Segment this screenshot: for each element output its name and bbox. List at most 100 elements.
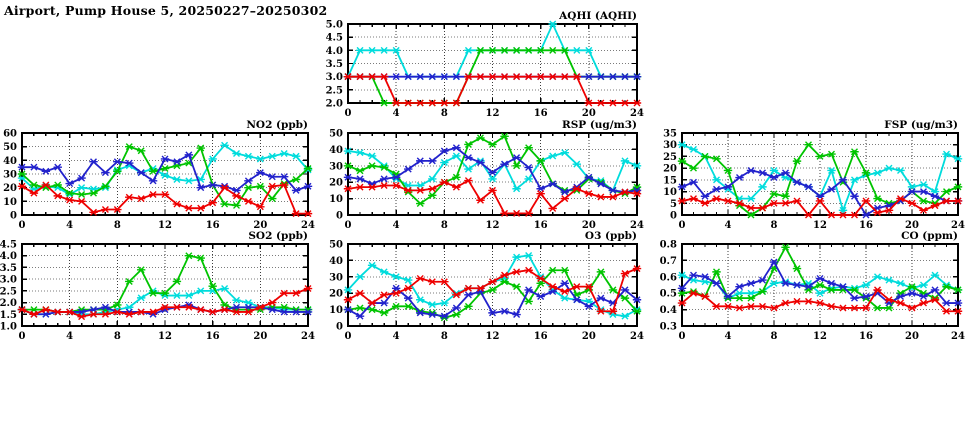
series-red-markers bbox=[17, 181, 313, 218]
x-tick-label: 8 bbox=[114, 220, 121, 231]
y-tick-label: 10 bbox=[329, 305, 343, 316]
x-tick-label: 0 bbox=[345, 220, 352, 231]
y-tick-label: 50 bbox=[329, 240, 343, 251]
y-tick-label: 0.7 bbox=[660, 256, 677, 267]
x-tick-label: 8 bbox=[441, 108, 448, 119]
y-tick-label: 2.5 bbox=[0, 286, 17, 297]
x-tick-label: 24 bbox=[951, 220, 965, 231]
series-red-markers bbox=[343, 265, 642, 315]
x-tick-label: 4 bbox=[393, 108, 400, 119]
panel-aqhi: 2.0 2.5 3.0 3.5 4.0 4.5 5.0 0 4 8 12 16 20 24 AQHI (AQ… bbox=[326, 10, 644, 119]
y-tick-label: 1.5 bbox=[0, 310, 17, 321]
x-tick-label: 16 bbox=[859, 220, 873, 231]
plot-border bbox=[347, 132, 638, 216]
x-tick-label: 20 bbox=[905, 331, 919, 342]
y-tick-label: 5 bbox=[670, 199, 677, 210]
y-tick-label: 2.5 bbox=[326, 85, 343, 96]
x-tick-label: 0 bbox=[19, 220, 26, 231]
plot-border bbox=[681, 132, 959, 216]
y-tick-label: 3.0 bbox=[0, 275, 17, 286]
series-red-markers bbox=[343, 177, 642, 217]
x-tick-label: 16 bbox=[206, 331, 220, 342]
x-tick-label: 20 bbox=[582, 331, 596, 342]
series-green-line bbox=[22, 254, 308, 313]
y-tick-label: 10 bbox=[329, 194, 343, 205]
y-tick-label: 3.5 bbox=[326, 59, 343, 70]
y-tick-label: 3.0 bbox=[326, 72, 343, 83]
panel-title-fsp: FSP (ug/m3) bbox=[884, 119, 958, 131]
x-tick-label: 12 bbox=[486, 108, 500, 119]
y-tick-label: 4.0 bbox=[0, 251, 17, 262]
y-tick-label: 50 bbox=[329, 129, 343, 140]
y-tick-label: 10 bbox=[3, 197, 17, 208]
y-tick-label: 20 bbox=[329, 289, 343, 300]
x-tick-label: 24 bbox=[301, 331, 315, 342]
y-tick-label: 2.0 bbox=[326, 99, 343, 110]
panel-so2: 1.01.52.02.53.03.54.04.5 0 4 8 12 16 20 24 SO2 (… bbox=[0, 230, 315, 342]
x-tick-label: 24 bbox=[301, 220, 315, 231]
x-tick-label: 12 bbox=[158, 220, 172, 231]
x-tick-label: 20 bbox=[253, 331, 267, 342]
x-tick-label: 8 bbox=[771, 220, 778, 231]
panel-title-no2: NO2 (ppb) bbox=[246, 119, 308, 131]
x-tick-label: 0 bbox=[679, 331, 686, 342]
x-tick-label: 4 bbox=[66, 331, 73, 342]
series-red-markers bbox=[677, 286, 963, 315]
x-tick-label: 4 bbox=[393, 331, 400, 342]
y-tick-label: 40 bbox=[329, 256, 343, 267]
plot-border bbox=[681, 243, 959, 327]
page-title: Airport, Pump House 5, 20250227–20250302 bbox=[4, 3, 328, 18]
panel-title-rsp: RSP (ug/m3) bbox=[562, 119, 637, 131]
panel-co: 0.3 0.4 0.5 0.6 0.7 0.8 0 4 8 12 16 20 24 CO (ppm) bbox=[660, 230, 965, 342]
x-tick-label: 4 bbox=[725, 331, 732, 342]
y-tick-label: 3.5 bbox=[0, 263, 17, 274]
y-tick-label: 0.4 bbox=[660, 305, 677, 316]
y-tick-label: 30 bbox=[3, 170, 17, 181]
x-tick-label: 8 bbox=[771, 331, 778, 342]
y-tick-label: 0.5 bbox=[660, 289, 677, 300]
x-tick-label: 24 bbox=[630, 220, 644, 231]
y-tick-label: 15 bbox=[663, 175, 677, 186]
x-tick-label: 8 bbox=[441, 220, 448, 231]
plot-border bbox=[347, 243, 638, 327]
x-tick-label: 16 bbox=[534, 108, 548, 119]
y-tick-label: 20 bbox=[663, 164, 677, 175]
x-tick-label: 0 bbox=[345, 108, 352, 119]
x-tick-label: 0 bbox=[345, 331, 352, 342]
x-tick-label: 12 bbox=[158, 331, 172, 342]
x-tick-label: 16 bbox=[534, 220, 548, 231]
x-tick-label: 16 bbox=[534, 331, 548, 342]
y-tick-label: 10 bbox=[663, 187, 677, 198]
y-tick-label: 60 bbox=[3, 129, 17, 140]
x-tick-label: 12 bbox=[486, 331, 500, 342]
series-blue-markers bbox=[677, 258, 963, 307]
series-cyan-markers bbox=[677, 271, 963, 302]
panel-no2: 0 10 20 30 40 50 60 0 4 8 12 16 20 24 NO2 (ppb) bbox=[3, 119, 315, 231]
x-tick-label: 20 bbox=[582, 108, 596, 119]
plot-border bbox=[21, 243, 309, 327]
series-blue-line bbox=[681, 169, 958, 217]
x-tick-label: 4 bbox=[725, 220, 732, 231]
y-tick-label: 0.6 bbox=[660, 272, 677, 283]
x-tick-label: 20 bbox=[905, 220, 919, 231]
y-tick-label: 0.3 bbox=[660, 322, 677, 333]
panel-o3: 0 10 20 30 40 50 0 4 8 12 16 20 24 O3 (ppb) bbox=[329, 230, 644, 342]
y-tick-label: 20 bbox=[3, 183, 17, 194]
y-tick-label: 4.5 bbox=[326, 33, 343, 44]
y-tick-label: 0 bbox=[336, 322, 343, 333]
panel-title-aqhi: AQHI (AQHI) bbox=[558, 10, 637, 22]
y-tick-label: 0 bbox=[10, 211, 17, 222]
y-tick-label: 5.0 bbox=[326, 20, 343, 31]
series-red-markers bbox=[17, 285, 313, 321]
y-tick-label: 30 bbox=[329, 161, 343, 172]
y-tick-label: 0.8 bbox=[660, 240, 677, 251]
y-tick-label: 40 bbox=[3, 156, 17, 167]
series-cyan-line bbox=[347, 254, 638, 318]
y-tick-label: 30 bbox=[329, 272, 343, 283]
x-tick-label: 20 bbox=[253, 220, 267, 231]
panel-title-co: CO (ppm) bbox=[901, 230, 958, 242]
y-tick-label: 40 bbox=[329, 145, 343, 156]
